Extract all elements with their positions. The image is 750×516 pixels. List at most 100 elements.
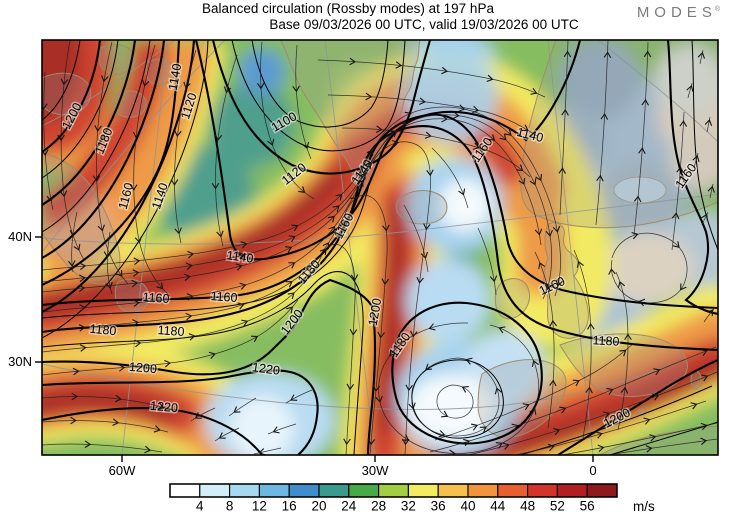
arrowhead-icon [552,225,561,233]
arrowhead-icon [240,241,248,249]
arrowhead-icon [272,426,280,434]
arrowhead-icon [156,282,164,290]
arrowhead-icon [79,344,87,352]
colorbar-tick-label: 52 [550,499,565,514]
streamline [615,271,629,431]
arrowhead-icon [174,227,182,235]
arrowhead-icon [704,118,713,126]
arrowhead-icon [131,279,139,288]
arrowhead-icon [97,224,105,232]
arrowhead-icon [382,224,390,232]
streamline [403,204,429,273]
arrowhead-icon [638,298,646,307]
labrador-coast [42,151,121,285]
registered-mark: ® [714,6,720,13]
arrowhead-icon [328,225,336,233]
streamline [317,59,546,98]
arrowhead-icon [132,319,140,327]
arrowhead-icon [129,184,138,191]
arrowhead-icon [223,86,232,94]
arrowhead-icon [186,293,194,301]
streamline [42,396,173,411]
arrowhead-icon [133,299,140,307]
streamline [42,194,388,455]
arrowhead-icon [494,387,502,395]
arrowhead-icon [346,383,355,391]
modes-logo: MODES® [637,4,720,21]
arrowhead-icon [418,97,426,106]
arrowhead-icon [653,368,661,376]
arrowhead-icon [405,384,413,392]
streamline [174,49,197,244]
colorbar-tick-label: 8 [226,499,234,514]
arrowhead-icon [103,251,112,258]
arrowhead-icon [426,169,434,177]
streamline [42,243,356,455]
contour-lines [42,40,718,455]
arrowhead-icon [60,78,69,86]
colorbar-cell [556,483,588,498]
arrowhead-icon [438,430,446,438]
lat-label-30n: 30N [8,354,32,369]
colorbar-cell [169,483,201,498]
arrowhead-icon [465,357,473,365]
streamline [434,342,635,441]
arrowhead-icon [518,177,526,185]
arrowhead-icon [461,386,469,393]
streamline [595,40,609,226]
arrowhead-icon [391,140,399,148]
arrowhead-icon [706,309,714,317]
arrowhead-icon [488,134,496,141]
colorbar-cell [586,483,618,498]
arrowhead-icon [692,155,700,163]
arrowhead-icon [285,246,293,253]
arrowhead-icon [638,147,646,154]
arrowhead-icon [287,292,295,300]
arrowhead-icon [495,442,503,449]
arrowhead-icon [679,120,688,127]
arrowhead-icon [643,50,652,58]
arrowhead-icon [502,442,510,450]
arrowhead-icon [553,427,561,436]
streamline [671,111,685,251]
colorbar-tick-label: 56 [580,499,595,514]
arrowhead-icon [701,374,709,382]
arrowhead-icon [153,425,161,433]
arrowhead-icon [298,186,306,193]
streamline [42,114,553,300]
arrowhead-icon [608,268,616,275]
arrowhead-icon [389,349,396,357]
colorbar-tick-label: 4 [196,499,204,514]
arrowhead-icon [671,212,680,220]
arrowhead-icon [529,178,537,186]
streamline [215,54,238,247]
arrowhead-icon [620,386,629,394]
arrowhead-icon [288,235,296,243]
arrowhead-icon [489,275,498,283]
streamline [701,211,709,226]
colorbar: 4 8 12 16 20 24 28 32 36 40 44 48 52 56 [169,483,618,514]
iceland-coast [395,190,448,225]
arrowhead-icon [545,229,553,237]
arrowhead-icon [174,130,182,138]
arrowhead-icon [251,335,259,343]
arrowhead-icon [563,50,572,58]
arrowhead-icon [42,103,48,110]
contour-label: 1220 [251,360,281,378]
colorbar-tick-label: 20 [311,499,326,514]
arrowhead-icon [69,229,78,237]
arrowhead-icon [521,124,529,131]
streamline [534,251,555,429]
arrowhead-icon [645,445,653,453]
streamline [341,127,531,178]
streamline [327,94,538,137]
arrowhead-icon [441,410,449,418]
arrowhead-icon [596,174,604,182]
arrowhead-icon [101,75,109,83]
arrowhead-icon [71,392,79,401]
arrowhead-icon [237,302,245,310]
arrowhead-icon [349,57,357,66]
arrowhead-icon [458,188,466,196]
colorbar-tick-label: 16 [282,499,297,514]
